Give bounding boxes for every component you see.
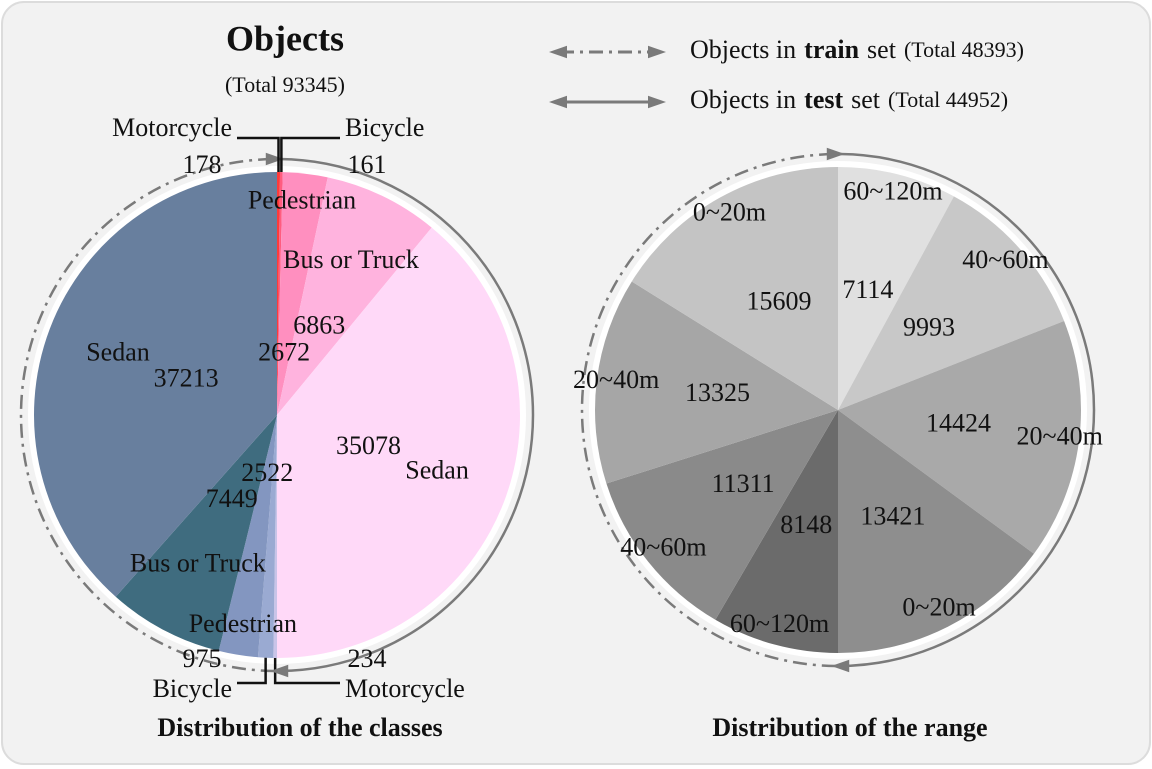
value-label: 8148 — [780, 510, 832, 539]
value-label: 234 — [348, 644, 387, 673]
pie-slice — [34, 172, 278, 597]
slice-label: 60~120m — [730, 609, 829, 638]
legend-label: Objects in test set (Total 44952) — [690, 85, 1008, 114]
slice-label: Motorcycle — [345, 674, 465, 703]
slice-label: 20~40m — [573, 365, 659, 394]
pie-slice — [273, 415, 277, 658]
arrow-head — [549, 45, 567, 59]
pie-slice — [838, 320, 1081, 554]
pie-slice — [218, 415, 277, 658]
value-label: 161 — [348, 150, 387, 179]
pie-slice — [606, 410, 838, 620]
legend-total: (Total 48393) — [904, 37, 1024, 62]
pie-slice — [631, 167, 838, 410]
arrow-head — [549, 95, 567, 109]
value-label: 975 — [183, 644, 222, 673]
slice-label: Sedan — [405, 456, 469, 485]
pie-slice — [277, 172, 283, 415]
value-label: 6863 — [293, 310, 345, 339]
arrow-head — [826, 147, 845, 161]
pie-slice — [838, 167, 954, 410]
legend-prefix: Objects in — [690, 35, 796, 64]
pie-slice — [715, 410, 838, 653]
value-label: 14424 — [926, 409, 991, 438]
leader-line — [280, 136, 340, 173]
pie-slice — [277, 172, 328, 415]
value-label: 35078 — [336, 431, 401, 460]
slice-label: Pedestrian — [189, 609, 297, 638]
slice-label: 20~40m — [1017, 422, 1103, 451]
slice-label: 0~20m — [902, 592, 975, 621]
value-label: 13325 — [685, 378, 750, 407]
pie-slice — [838, 410, 1034, 653]
value-label: 2672 — [258, 338, 310, 367]
value-label: 7449 — [206, 484, 258, 513]
legend-name: test — [804, 85, 843, 114]
slice-label: Bus or Truck — [283, 245, 419, 274]
value-label: 11311 — [712, 469, 775, 498]
slice-label: Sedan — [86, 338, 150, 367]
half-arc — [580, 152, 836, 668]
arrow-head — [648, 45, 666, 59]
slice-label: Bicycle — [345, 113, 424, 142]
slice-label: Bicycle — [153, 674, 232, 703]
value-label: 9993 — [903, 312, 955, 341]
slice-label: Pedestrian — [248, 186, 356, 215]
subtitle: (Total 93345) — [225, 72, 345, 97]
value-label: 15609 — [747, 287, 812, 316]
arrow-head — [648, 95, 666, 109]
leader-line — [273, 657, 340, 685]
arrow-head — [831, 659, 850, 673]
slice-label: 40~60m — [620, 533, 706, 562]
pie-slice — [277, 177, 432, 415]
value-label: 7114 — [842, 275, 893, 304]
slice-label: Bus or Truck — [130, 549, 266, 578]
half-arc — [19, 157, 275, 673]
legend-suffix: set — [851, 85, 881, 114]
pie-slice — [838, 196, 1065, 410]
pie-slice — [115, 415, 277, 651]
title: Objects — [226, 18, 344, 58]
legend-suffix: set — [867, 35, 897, 64]
slice-label: 60~120m — [843, 176, 942, 205]
pie-slice — [257, 415, 277, 658]
slice-label: 40~60m — [962, 245, 1048, 274]
value-label: 13421 — [860, 501, 925, 530]
value-label: 37213 — [154, 363, 219, 392]
half-arc — [840, 152, 1096, 668]
pie-slice — [277, 172, 281, 415]
leader-line — [237, 657, 267, 685]
chart-title: Distribution of the range — [712, 713, 987, 742]
arrow-head — [265, 152, 284, 166]
value-label: 178 — [183, 150, 222, 179]
pie-slice — [594, 281, 838, 484]
pie-slice — [277, 227, 520, 658]
legend-prefix: Objects in — [690, 85, 796, 114]
legend-name: train — [804, 35, 859, 64]
legend-total: (Total 44952) — [888, 87, 1008, 112]
slice-label: 0~20m — [693, 197, 766, 226]
slice-label: Motorcycle — [112, 113, 232, 142]
half-arc — [279, 157, 535, 673]
value-label: 2522 — [241, 458, 293, 487]
chart-title: Distribution of the classes — [157, 713, 442, 742]
leader-line — [237, 136, 280, 173]
legend-label: Objects in train set (Total 48393) — [690, 35, 1024, 64]
arrow-head — [270, 664, 289, 678]
